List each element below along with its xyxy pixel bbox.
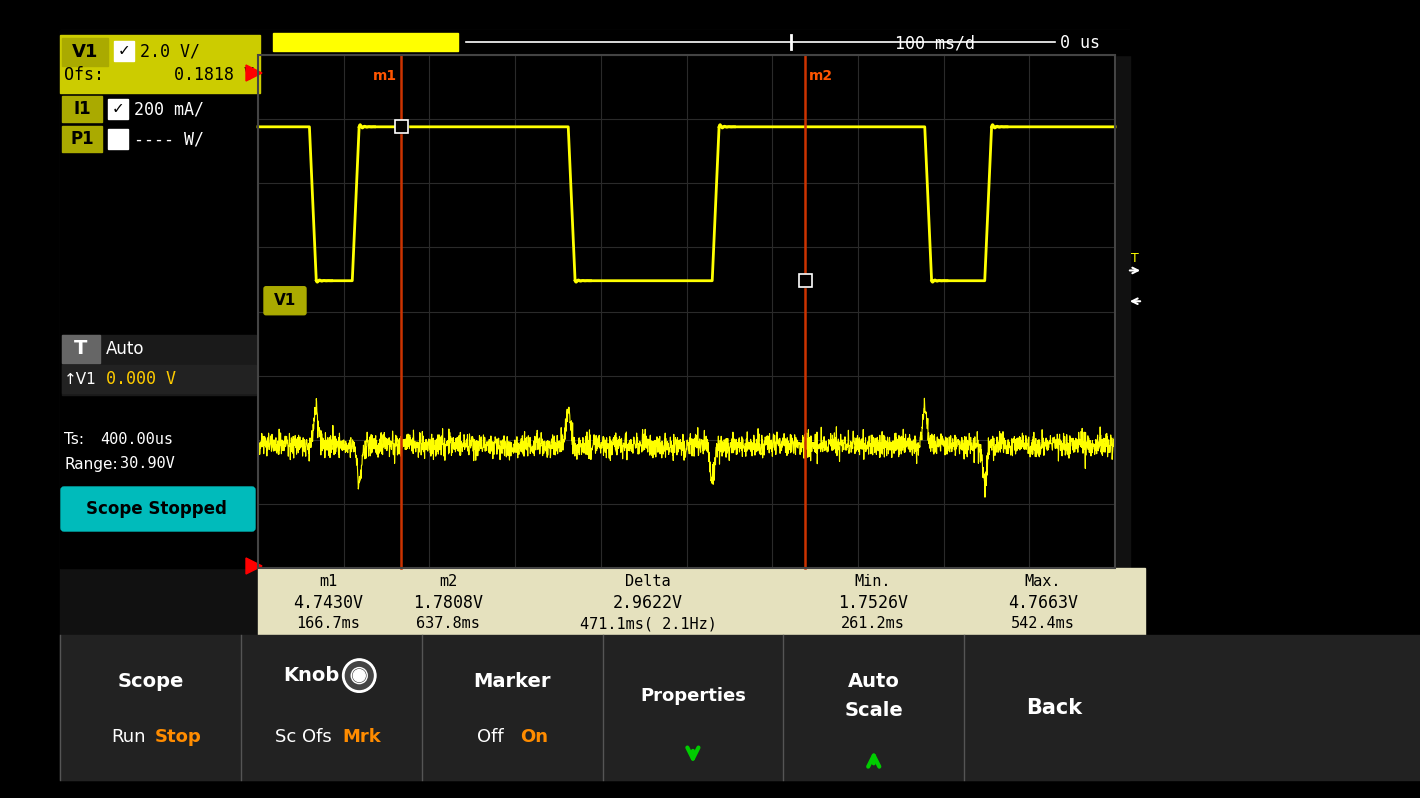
Text: m2: m2 xyxy=(808,69,832,83)
Bar xyxy=(62,335,99,363)
Text: Marker: Marker xyxy=(473,672,551,691)
Circle shape xyxy=(354,670,365,681)
Text: 166.7ms: 166.7ms xyxy=(295,617,359,631)
Text: m1: m1 xyxy=(372,69,396,83)
FancyBboxPatch shape xyxy=(61,487,256,531)
Text: 637.8ms: 637.8ms xyxy=(416,617,480,631)
Bar xyxy=(60,35,260,93)
Polygon shape xyxy=(246,65,263,81)
Text: T: T xyxy=(74,339,88,358)
Text: Scope: Scope xyxy=(118,672,183,691)
Text: On: On xyxy=(520,728,548,745)
Text: ↑V1: ↑V1 xyxy=(64,372,97,386)
Text: Min.: Min. xyxy=(855,574,892,588)
Text: 542.4ms: 542.4ms xyxy=(1011,617,1075,631)
Text: 4.7430V: 4.7430V xyxy=(293,594,364,612)
Polygon shape xyxy=(246,558,263,574)
Bar xyxy=(798,274,812,286)
Bar xyxy=(108,99,128,119)
Text: T: T xyxy=(1132,252,1139,265)
Text: Stop: Stop xyxy=(155,728,202,745)
Text: Ofs:: Ofs: xyxy=(64,66,104,84)
Text: m1: m1 xyxy=(320,574,337,588)
Text: Range:: Range: xyxy=(64,456,118,472)
Text: 1.7808V: 1.7808V xyxy=(413,594,483,612)
Circle shape xyxy=(344,660,375,692)
Text: V1: V1 xyxy=(274,293,297,308)
Bar xyxy=(258,55,1115,568)
Text: Auto: Auto xyxy=(106,340,145,358)
Text: ✓: ✓ xyxy=(112,101,125,117)
Bar xyxy=(60,30,1130,780)
Bar xyxy=(798,274,812,286)
Text: Off: Off xyxy=(477,728,504,745)
Bar xyxy=(395,120,408,132)
FancyBboxPatch shape xyxy=(264,286,305,314)
Text: Run: Run xyxy=(111,728,146,745)
Bar xyxy=(395,120,408,132)
Text: 0.000 V: 0.000 V xyxy=(106,370,176,388)
Text: Back: Back xyxy=(1027,697,1082,717)
Text: 0.1818 V: 0.1818 V xyxy=(175,66,254,84)
Bar xyxy=(114,41,133,61)
Bar xyxy=(258,55,1115,568)
Circle shape xyxy=(344,660,375,692)
Bar xyxy=(258,568,1145,635)
Text: 1.7526V: 1.7526V xyxy=(838,594,907,612)
Text: Max.: Max. xyxy=(1025,574,1061,588)
Text: Delta: Delta xyxy=(625,574,670,588)
Text: Properties: Properties xyxy=(640,687,746,705)
Bar xyxy=(60,635,1420,780)
Bar xyxy=(62,365,256,393)
Bar xyxy=(108,129,128,149)
Bar xyxy=(258,30,1145,55)
Bar xyxy=(62,96,102,122)
Text: V1: V1 xyxy=(72,43,98,61)
Text: ---- W/: ---- W/ xyxy=(133,130,204,148)
Text: 30.90V: 30.90V xyxy=(121,456,175,472)
Text: 261.2ms: 261.2ms xyxy=(841,617,905,631)
Bar xyxy=(273,33,459,51)
Text: 2.9622V: 2.9622V xyxy=(613,594,683,612)
Text: 471.1ms( 2.1Hz): 471.1ms( 2.1Hz) xyxy=(579,617,717,631)
Text: Scope Stopped: Scope Stopped xyxy=(85,500,226,518)
Text: 100 ms/d: 100 ms/d xyxy=(895,34,976,52)
Text: Ts:: Ts: xyxy=(64,433,84,448)
Text: Sc Ofs: Sc Ofs xyxy=(275,728,332,745)
Text: ✓: ✓ xyxy=(118,44,131,58)
Text: Mrk: Mrk xyxy=(342,728,381,745)
Text: 2.0 V/: 2.0 V/ xyxy=(141,43,200,61)
Text: 200 mA/: 200 mA/ xyxy=(133,100,204,118)
Text: m2: m2 xyxy=(439,574,457,588)
Bar xyxy=(62,126,102,152)
Circle shape xyxy=(351,668,368,684)
Text: Auto: Auto xyxy=(848,672,900,691)
Text: Scale: Scale xyxy=(845,701,903,720)
Bar xyxy=(62,38,108,66)
Text: I1: I1 xyxy=(74,100,91,118)
Text: 4.7663V: 4.7663V xyxy=(1008,594,1078,612)
Bar xyxy=(60,30,258,568)
Bar xyxy=(62,335,256,395)
Text: 0 us: 0 us xyxy=(1059,34,1100,52)
Text: 400.00us: 400.00us xyxy=(99,433,173,448)
Text: P1: P1 xyxy=(70,130,94,148)
Text: Knob: Knob xyxy=(283,666,339,685)
